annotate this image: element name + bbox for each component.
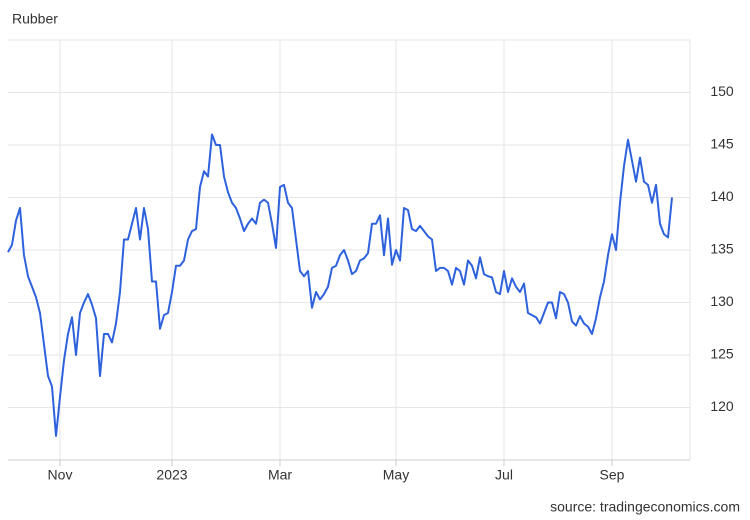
y-tick-label: 150 bbox=[710, 83, 734, 99]
y-tick-label: 140 bbox=[710, 188, 734, 204]
x-tick-label: May bbox=[383, 467, 409, 483]
y-tick-label: 130 bbox=[710, 293, 734, 309]
source-note: source: tradingeconomics.com bbox=[550, 499, 740, 515]
y-tick-label: 120 bbox=[710, 398, 734, 414]
price-line bbox=[7, 133, 673, 437]
x-tick-label: 2023 bbox=[156, 467, 187, 483]
y-tick-label: 135 bbox=[710, 241, 734, 257]
x-tick-label: Sep bbox=[600, 467, 625, 483]
x-tick-label: Nov bbox=[48, 467, 73, 483]
y-tick-label: 145 bbox=[710, 136, 734, 152]
x-tick-label: Mar bbox=[268, 467, 292, 483]
y-tick-label: 125 bbox=[710, 346, 734, 362]
x-tick-label: Jul bbox=[495, 467, 513, 483]
chart-title: Rubber bbox=[12, 11, 58, 27]
